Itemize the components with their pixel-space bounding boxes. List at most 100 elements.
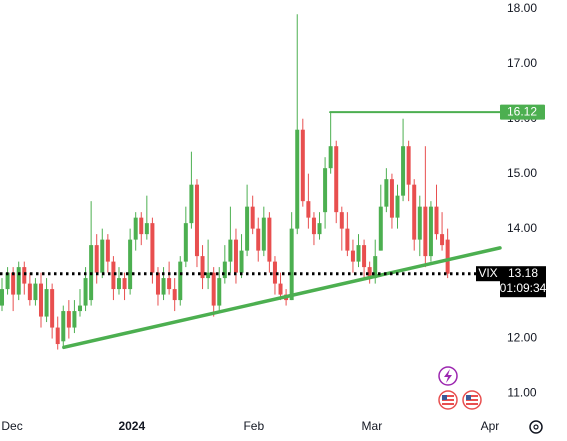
price-box [500, 266, 546, 298]
y-tick-label: 18.00 [507, 1, 537, 15]
y-tick-label: 11.00 [507, 386, 536, 400]
candle-body [350, 250, 355, 262]
candle-body [77, 305, 82, 312]
candle-body [412, 184, 417, 240]
lightning [444, 369, 452, 383]
candle-body [22, 267, 27, 284]
candle-body [144, 223, 149, 235]
candle-body [44, 289, 49, 317]
candle-body [261, 217, 266, 251]
plot [0, 14, 502, 350]
candle-body [94, 245, 99, 273]
candle-body [401, 146, 406, 196]
candle-body [423, 206, 428, 257]
candle-body [267, 217, 272, 262]
y-tick-label: 15.00 [507, 166, 537, 180]
candle-body [116, 278, 121, 290]
candle-body [55, 327, 60, 345]
candle-body [417, 206, 422, 240]
candle-body [289, 228, 294, 301]
event-icons [438, 366, 482, 410]
candle-body [11, 272, 16, 295]
symbol-label: VIX [478, 266, 497, 280]
candle-body [211, 272, 216, 306]
flag [442, 395, 454, 405]
candle-body [256, 228, 261, 251]
y-tick-label: 17.00 [507, 56, 537, 70]
y-tick-label: 14.00 [507, 221, 537, 235]
candle-body [66, 311, 71, 328]
candle-body [440, 234, 445, 246]
x-tick-label: 2024 [118, 419, 145, 433]
candle-body [328, 146, 333, 169]
settings-button[interactable] [529, 420, 543, 434]
candle-body [300, 129, 305, 202]
candle-body [222, 261, 227, 279]
candle-body [362, 245, 367, 268]
symbol-box [476, 266, 500, 282]
candle-body [155, 272, 160, 295]
flag [466, 395, 478, 405]
level-label-box [500, 104, 545, 120]
candle-body [445, 239, 450, 274]
candle-body [178, 261, 183, 301]
candle-body [317, 223, 322, 235]
candle-body [122, 278, 127, 290]
flag-stripe [466, 401, 478, 403]
candle-body [27, 283, 32, 301]
flag-stripe [442, 397, 454, 399]
candle-body [434, 206, 439, 235]
candle-body [105, 239, 110, 262]
candle-body [239, 250, 244, 273]
candle-body [250, 206, 255, 229]
candle-body [133, 217, 138, 240]
candle-body [200, 256, 205, 279]
candle-body [33, 283, 38, 301]
candle-body [16, 267, 21, 295]
flag-stripe [466, 397, 478, 399]
candle-body [367, 267, 372, 279]
level-label: 16.12 [507, 104, 537, 118]
candle-body [384, 179, 389, 207]
gear-hub [533, 424, 539, 430]
candle-body [128, 239, 133, 290]
x-tick-label: Apr [481, 419, 500, 433]
candle-body [406, 146, 411, 185]
candle-body [38, 283, 43, 317]
candle-body [339, 212, 344, 229]
candle-body [373, 256, 378, 279]
candle-body [83, 278, 88, 306]
candle-body [206, 272, 211, 279]
candle-body [172, 289, 177, 301]
candle-body [345, 228, 350, 251]
candle-body [334, 146, 339, 213]
candle-body [233, 239, 238, 273]
candle-body [0, 289, 5, 306]
candle-body [228, 239, 233, 262]
candle-body [295, 129, 300, 229]
candle-body [111, 261, 116, 290]
candle-body [389, 179, 394, 218]
candle-body [150, 223, 155, 273]
candle-body [189, 184, 194, 224]
candle-body [50, 289, 55, 328]
candle-body [311, 217, 316, 235]
candle-body [183, 223, 188, 262]
candle-body [100, 239, 105, 273]
candle-body [272, 261, 277, 284]
candle-body [161, 278, 166, 295]
y-tick-label: 12.00 [507, 331, 537, 345]
candle-body [306, 201, 311, 218]
flag-canton [442, 395, 447, 400]
flag-stripe [442, 401, 454, 403]
candle-body [167, 278, 172, 290]
x-tick-label: Feb [243, 419, 264, 433]
candle-body [139, 217, 144, 235]
gear[interactable] [529, 420, 543, 434]
candle-body [356, 245, 361, 262]
candle-body [323, 168, 328, 213]
x-tick-label: Mar [362, 419, 383, 433]
countdown-label: 01:09:34 [500, 281, 547, 295]
candle-body [245, 206, 250, 251]
